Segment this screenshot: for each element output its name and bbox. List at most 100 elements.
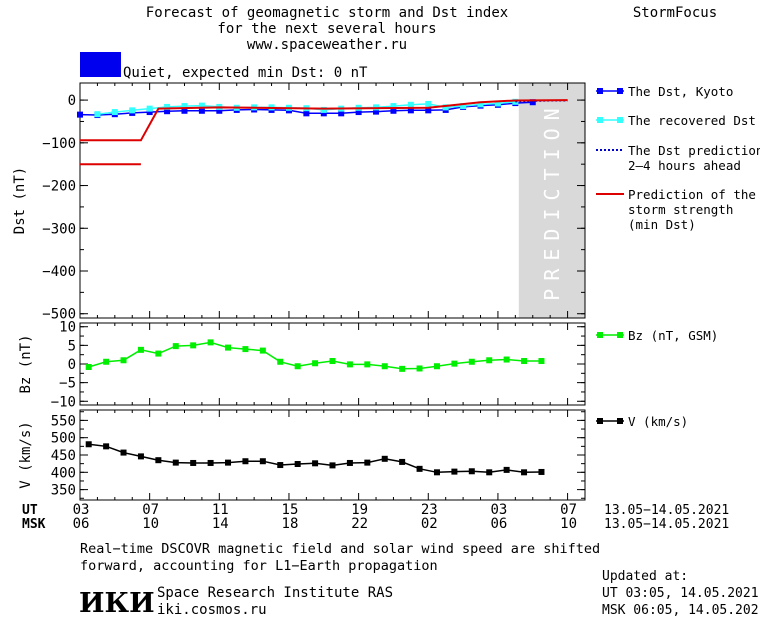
footer-note-line-2: forward, accounting for L1−Earth propaga… [80,558,438,574]
data-point [225,459,232,466]
legend-label: The recovered Dst [628,113,756,128]
y-tick-label: 500 [51,431,76,447]
legend-marker [597,117,603,123]
data-point [407,101,414,108]
data-point [425,100,432,107]
data-point [181,103,188,110]
updated-ut: UT 03:05, 14.05.2021 [602,586,759,601]
footer-note-line-1: Real−time DSCOVR magnetic field and sola… [80,541,600,557]
data-point [216,107,223,114]
legend-marker [617,117,623,123]
data-point [494,100,501,107]
data-point [346,361,353,368]
x-tick-label: 06 [73,516,90,532]
data-point [198,102,205,109]
data-point [407,107,414,114]
data-point [155,350,162,357]
data-point [146,105,153,112]
data-point [364,459,371,466]
title-url: www.spaceweather.ru [247,37,407,53]
data-point [460,103,467,110]
legend-label: The Dst, Kyoto [628,84,733,99]
legend-marker [597,332,603,338]
data-point [103,443,110,450]
data-point [373,108,380,115]
y-tick-label: −5 [59,376,76,392]
x-tick-label: 10 [560,516,577,532]
data-point [399,458,406,465]
x-axis-labels: UT MSK 13.05−14.05.2021 13.05−14.05.2021… [22,502,729,532]
data-point [486,357,493,364]
x-tick-label: 07 [142,502,159,518]
data-point [85,441,92,448]
data-point [277,358,284,365]
iki-logo: ИКИ [79,588,155,619]
legend-label-line: The Dst prediction [628,143,760,158]
data-point [521,469,528,476]
plot-frame [79,409,586,501]
data-point [329,358,336,365]
x-tick-label: 19 [351,502,368,518]
data-point [164,108,171,115]
data-point [468,468,475,475]
legend-bz: Bz (nT, GSM) [596,328,718,343]
legend-marker [617,332,623,338]
x-tick-label: 18 [282,516,299,532]
legend-dst-prediction: The Dst prediction 2–4 hours ahead [596,143,760,173]
legend-label-line: 2–4 hours ahead [628,158,741,173]
y-tick-label: −200 [42,179,76,195]
y-axis-label: Bz (nT) [18,334,34,393]
data-point [451,468,458,475]
data-point [77,111,83,118]
legend-label-line: Prediction of the [628,187,756,202]
x-tick-label: 22 [351,516,368,532]
data-point [120,449,127,456]
data-point [381,455,388,462]
data-point [242,346,249,353]
data-point [294,363,301,370]
data-point [207,459,214,466]
legend-marker [597,418,603,424]
y-tick-label: 550 [51,413,76,429]
data-point [303,110,310,117]
data-point [355,109,362,116]
legend-dst-kyoto: The Dst, Kyoto [596,84,733,99]
data-point [225,344,232,351]
x-axis-row-label-ut: UT [22,503,38,518]
x-tick-label: 23 [421,502,438,518]
y-tick-label: −400 [42,264,76,280]
data-point [172,343,179,350]
x-axis-date-msk: 13.05−14.05.2021 [604,517,729,532]
y-tick-label: 400 [51,465,76,481]
data-point [181,107,188,114]
data-point [329,462,336,469]
data-point [137,346,144,353]
data-point [320,110,327,117]
data-point [338,110,345,117]
x-tick-label: 03 [73,502,90,518]
data-point [468,358,475,365]
y-tick-label: 0 [68,357,76,373]
legend-marker [617,418,623,424]
y-tick-label: 10 [59,320,76,336]
data-point [172,459,179,466]
updated-msk: MSK 06:05, 14.05.2021 [602,603,760,618]
plot-frame [79,82,586,319]
data-point [294,461,301,467]
x-tick-label: 07 [560,502,577,518]
x-tick-label: 15 [282,502,299,518]
data-point [242,458,249,465]
dst-panel: PREDICTION 0 −100 −200 −300 −400 −500 Dst (nT) [12,82,586,323]
data-point [277,462,284,469]
series-line [80,99,568,142]
data-point [538,468,545,475]
data-point [538,358,545,365]
data-point [416,465,423,472]
data-point [364,361,371,368]
y-tick-label: 450 [51,448,76,464]
data-point [442,104,449,111]
y-tick-label: 0 [68,93,76,109]
data-point [521,358,528,365]
legend-label: V (km/s) [628,414,688,429]
data-point [190,342,197,349]
